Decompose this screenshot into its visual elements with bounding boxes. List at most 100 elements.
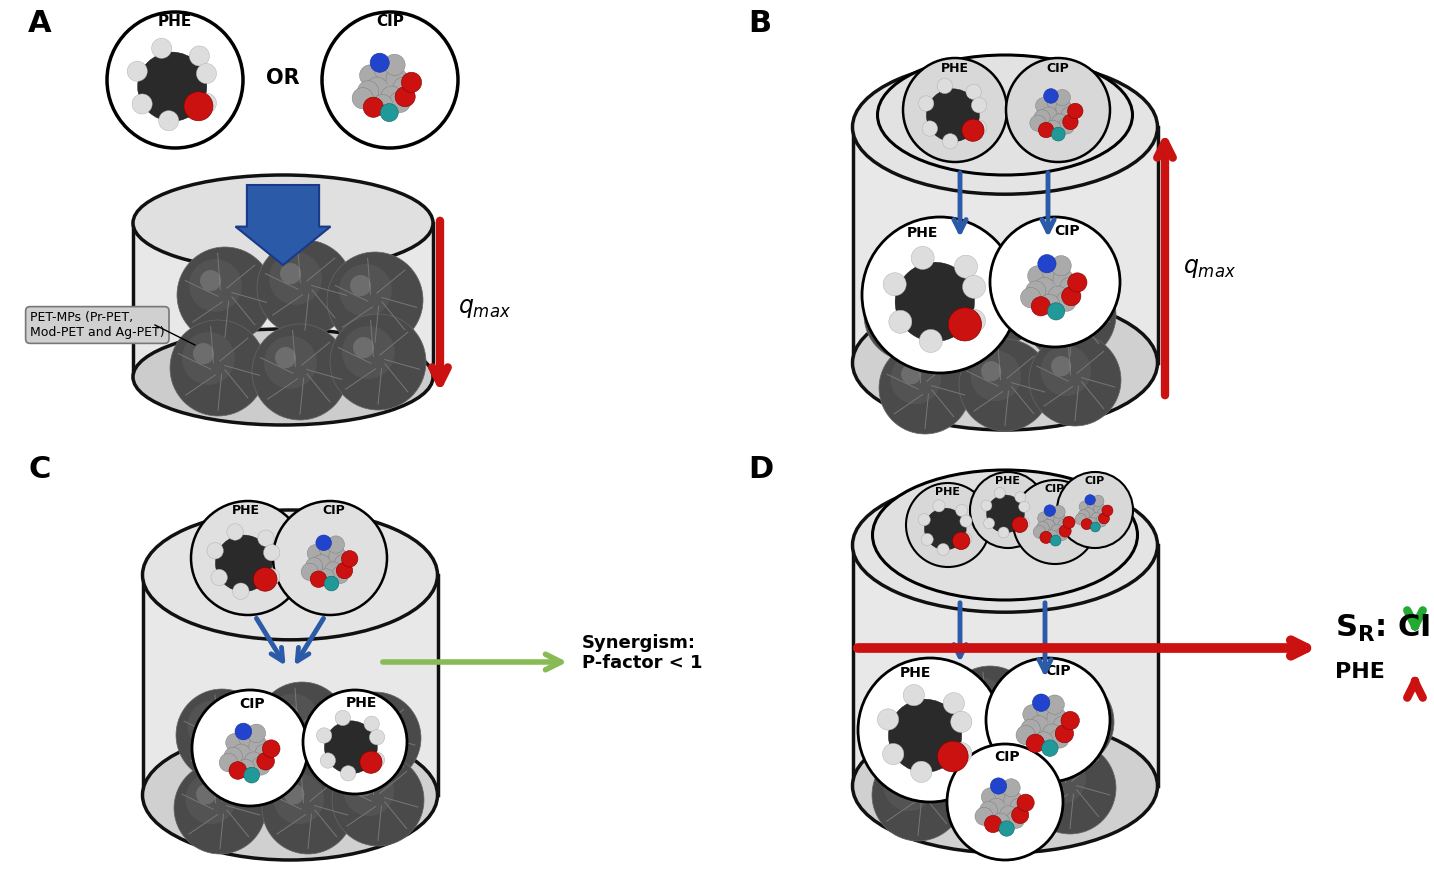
Circle shape — [1054, 89, 1070, 105]
Circle shape — [1086, 517, 1097, 529]
Circle shape — [1025, 281, 1045, 301]
Text: PHE: PHE — [935, 487, 961, 497]
Ellipse shape — [852, 296, 1157, 430]
Circle shape — [1068, 273, 1087, 292]
Circle shape — [1045, 695, 1064, 714]
Circle shape — [262, 762, 354, 854]
Circle shape — [324, 576, 338, 591]
Circle shape — [962, 275, 985, 298]
Circle shape — [998, 527, 1010, 538]
Circle shape — [1055, 528, 1068, 540]
Circle shape — [944, 259, 1035, 351]
Circle shape — [381, 86, 402, 107]
Circle shape — [389, 91, 410, 113]
Circle shape — [1051, 525, 1063, 538]
Circle shape — [1044, 698, 1064, 718]
Circle shape — [247, 724, 265, 743]
Circle shape — [942, 134, 958, 149]
Circle shape — [189, 259, 242, 312]
Circle shape — [196, 63, 217, 84]
Circle shape — [1101, 505, 1113, 516]
Circle shape — [275, 347, 297, 368]
Circle shape — [865, 674, 956, 766]
Circle shape — [1012, 517, 1028, 532]
Circle shape — [238, 729, 257, 747]
Circle shape — [176, 247, 272, 343]
Circle shape — [955, 678, 1007, 728]
Circle shape — [257, 682, 348, 774]
Circle shape — [876, 280, 926, 331]
Circle shape — [975, 807, 994, 825]
Circle shape — [962, 119, 984, 141]
Circle shape — [1017, 794, 1034, 812]
Circle shape — [962, 309, 985, 332]
Circle shape — [353, 88, 373, 109]
Circle shape — [938, 544, 949, 555]
Circle shape — [396, 87, 416, 107]
Text: CIP: CIP — [1045, 484, 1065, 494]
Circle shape — [244, 767, 260, 783]
Circle shape — [934, 500, 945, 512]
Circle shape — [1051, 356, 1071, 376]
Circle shape — [1091, 513, 1103, 524]
Circle shape — [994, 783, 1012, 801]
Circle shape — [1047, 303, 1064, 320]
Circle shape — [991, 778, 1007, 794]
Circle shape — [250, 736, 268, 755]
Circle shape — [987, 798, 1005, 816]
Circle shape — [132, 94, 152, 114]
Circle shape — [317, 569, 334, 586]
Circle shape — [1076, 513, 1087, 525]
Circle shape — [219, 754, 238, 772]
Circle shape — [967, 689, 987, 708]
Text: CIP: CIP — [376, 14, 404, 29]
Circle shape — [1045, 291, 1067, 312]
Circle shape — [307, 545, 324, 562]
Circle shape — [1051, 127, 1065, 141]
Circle shape — [1053, 505, 1065, 518]
Circle shape — [959, 533, 972, 545]
Circle shape — [989, 217, 1120, 347]
Circle shape — [944, 693, 965, 714]
Circle shape — [1035, 754, 1086, 804]
Circle shape — [1093, 496, 1104, 507]
Text: PHE: PHE — [906, 226, 938, 240]
Circle shape — [184, 92, 212, 121]
Circle shape — [370, 730, 384, 745]
Circle shape — [386, 68, 407, 89]
Circle shape — [918, 96, 934, 111]
Circle shape — [893, 771, 915, 791]
Circle shape — [872, 749, 964, 841]
Circle shape — [1090, 522, 1100, 532]
Circle shape — [918, 513, 931, 526]
Circle shape — [229, 762, 247, 780]
Circle shape — [1035, 280, 1086, 331]
Circle shape — [336, 563, 353, 579]
Text: PHE: PHE — [346, 696, 377, 710]
Circle shape — [951, 711, 972, 732]
Circle shape — [191, 501, 305, 615]
Circle shape — [994, 488, 1005, 498]
Circle shape — [340, 704, 391, 754]
Text: CIP: CIP — [323, 505, 346, 518]
Circle shape — [254, 567, 277, 591]
Circle shape — [954, 746, 1045, 838]
Circle shape — [199, 270, 221, 291]
Circle shape — [895, 263, 975, 342]
Circle shape — [1031, 296, 1051, 316]
Text: D: D — [749, 455, 773, 484]
Circle shape — [1012, 480, 1097, 564]
Circle shape — [1051, 113, 1068, 130]
Circle shape — [1045, 764, 1067, 784]
Circle shape — [1043, 724, 1061, 743]
Polygon shape — [133, 223, 433, 377]
Circle shape — [284, 784, 304, 805]
Text: CIP: CIP — [1054, 224, 1080, 238]
Circle shape — [1086, 495, 1096, 505]
Circle shape — [393, 77, 414, 98]
Text: CIP: CIP — [1045, 664, 1071, 678]
Circle shape — [1061, 287, 1081, 305]
Circle shape — [1010, 798, 1028, 816]
Circle shape — [1055, 724, 1074, 743]
Circle shape — [882, 744, 903, 764]
